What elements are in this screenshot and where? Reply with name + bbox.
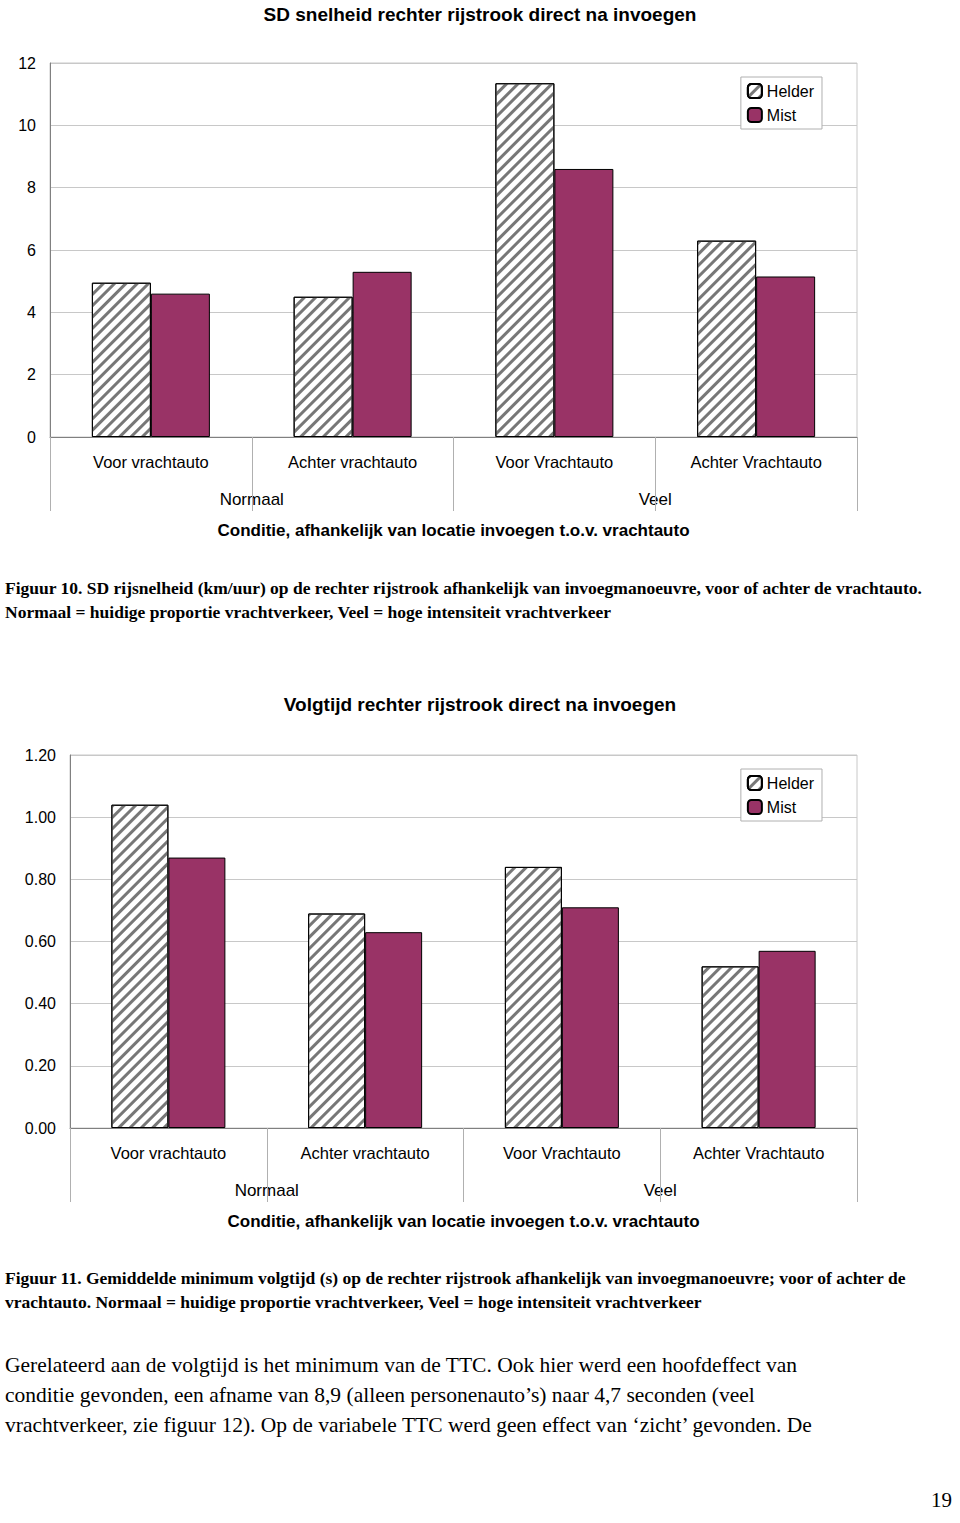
svg-text:Veel: Veel (643, 1180, 677, 1200)
svg-text:8: 8 (27, 179, 36, 196)
svg-text:0.60: 0.60 (25, 933, 56, 950)
svg-text:1.00: 1.00 (25, 809, 56, 826)
svg-text:0.40: 0.40 (25, 995, 56, 1012)
svg-text:Normaal: Normaal (220, 490, 284, 509)
svg-text:Conditie, afhankelijk van loca: Conditie, afhankelijk van locatie invoeg… (217, 521, 689, 540)
svg-text:Achter vrachtauto: Achter vrachtauto (300, 1144, 429, 1162)
svg-text:10: 10 (18, 117, 36, 134)
svg-text:Voor Vrachtauto: Voor Vrachtauto (496, 453, 614, 471)
svg-text:12: 12 (18, 55, 36, 72)
html-text:Figuur 11. Gemiddelde minimum: Figuur 11. Gemiddelde minimum volgtijd (… (5, 1268, 906, 1312)
svg-text:Helder: Helder (767, 775, 815, 792)
svg-text:Veel: Veel (638, 489, 672, 509)
svg-text:6: 6 (27, 242, 36, 259)
svg-text:Volgtijd rechter rijstrook dir: Volgtijd rechter rijstrook direct na inv… (284, 694, 676, 715)
svg-text:Achter Vrachtauto: Achter Vrachtauto (693, 1144, 824, 1162)
svg-text:0: 0 (27, 429, 36, 446)
svg-text:2: 2 (27, 366, 36, 383)
svg-text:4: 4 (27, 304, 36, 321)
svg-text:0.20: 0.20 (25, 1057, 56, 1074)
html-text:conditie gevonden, een afname: conditie gevonden, een afname van 8,9 (a… (5, 1383, 755, 1407)
svg-text:1.20: 1.20 (25, 747, 56, 764)
svg-text:Mist: Mist (767, 107, 797, 124)
svg-text:Achter Vrachtauto: Achter Vrachtauto (690, 453, 821, 471)
html-text:Figuur 10. SD rijsnelheid (km/: Figuur 10. SD rijsnelheid (km/uur) op de… (5, 578, 922, 622)
svg-text:Voor vrachtauto: Voor vrachtauto (111, 1144, 227, 1162)
svg-text:Voor Vrachtauto: Voor Vrachtauto (503, 1144, 621, 1162)
svg-text:Voor vrachtauto: Voor vrachtauto (93, 453, 209, 471)
svg-text:Helder: Helder (767, 83, 815, 100)
svg-text:0.80: 0.80 (25, 871, 56, 888)
html-text:19: 19 (931, 1488, 952, 1512)
svg-text:Normaal: Normaal (235, 1181, 299, 1200)
svg-text:Conditie, afhankelijk van loca: Conditie, afhankelijk van locatie invoeg… (227, 1212, 699, 1231)
html-text:vrachtverkeer, zie figuur 12).: vrachtverkeer, zie figuur 12). Op de var… (5, 1413, 812, 1437)
svg-text:Mist: Mist (767, 799, 797, 816)
svg-text:SD snelheid rechter rijstrook: SD snelheid rechter rijstrook direct na … (264, 4, 697, 25)
svg-text:0.00: 0.00 (25, 1120, 56, 1137)
svg-text:Achter vrachtauto: Achter vrachtauto (288, 453, 417, 471)
html-text:Gerelateerd aan de volgtijd is: Gerelateerd aan de volgtijd is het minim… (5, 1353, 798, 1377)
